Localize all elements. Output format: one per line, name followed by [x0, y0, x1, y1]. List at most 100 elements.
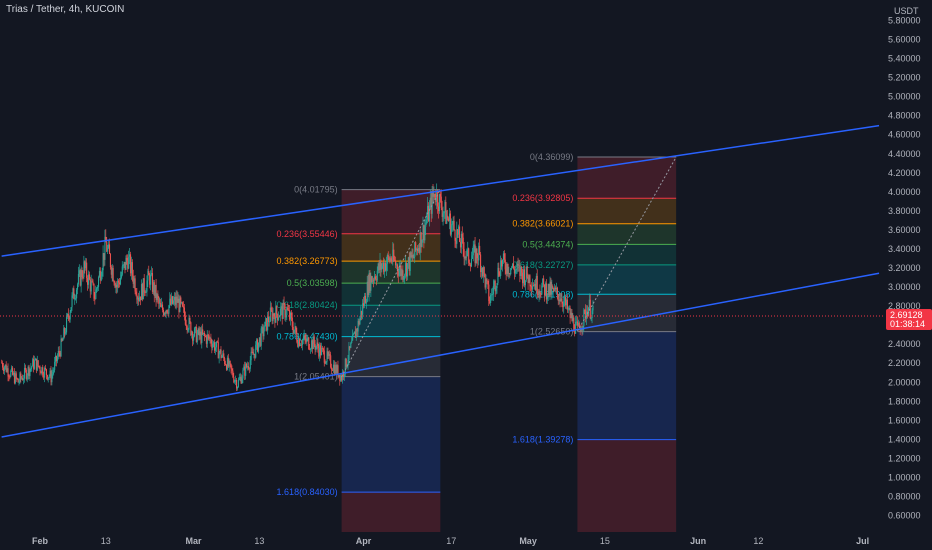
candle-body: [119, 282, 121, 285]
candle-body: [548, 283, 550, 296]
candle-body: [230, 363, 232, 370]
candle-body: [46, 374, 48, 380]
candle-body: [227, 357, 229, 367]
candle-body: [480, 254, 482, 273]
candle-body: [126, 257, 128, 261]
candle-body: [393, 249, 395, 260]
candle-body: [245, 363, 247, 376]
candle-body: [261, 327, 263, 329]
candle-body: [554, 287, 557, 290]
candle-body: [547, 283, 549, 296]
candle-body: [269, 307, 271, 322]
candle-body: [141, 284, 143, 300]
candle-body: [396, 264, 398, 271]
candle-body: [488, 284, 490, 302]
candle-body: [218, 352, 220, 359]
candle-body: [564, 296, 566, 302]
candle-body: [31, 366, 33, 368]
candle-body: [270, 307, 272, 311]
candle-body: [105, 236, 107, 243]
candle-body: [21, 378, 23, 380]
candle-body: [500, 260, 502, 276]
candle-body: [156, 294, 158, 301]
candle-body: [276, 306, 278, 314]
candle-body: [222, 353, 224, 357]
candle-body: [375, 279, 377, 281]
candle-body: [580, 329, 582, 332]
candle-body: [2, 362, 4, 368]
candle-body: [546, 295, 548, 300]
candle-body: [498, 267, 500, 276]
time-tick-label: 17: [446, 536, 456, 546]
candle-body: [268, 316, 270, 323]
candle-body: [517, 263, 519, 266]
candle-body: [423, 225, 425, 241]
candle-body: [164, 313, 166, 314]
candle-body: [14, 373, 16, 384]
price-tick-label: 3.80000: [888, 206, 921, 216]
candle-body: [535, 275, 537, 291]
candle-body: [22, 378, 24, 381]
candle-body: [378, 263, 380, 271]
candle-body: [78, 270, 80, 274]
candle-body: [145, 291, 147, 293]
candle-body: [282, 302, 284, 319]
candle-body: [322, 348, 324, 351]
candle-body: [485, 279, 487, 288]
candle-body: [421, 240, 423, 247]
candle-body: [121, 266, 123, 275]
time-tick-label: 13: [101, 536, 111, 546]
price-axis-bg: [884, 0, 932, 550]
candle-body: [210, 337, 212, 344]
candle-body: [295, 326, 297, 333]
candle-body: [493, 280, 495, 286]
candle-body: [420, 232, 422, 247]
candle-body: [497, 267, 499, 284]
candle-body: [197, 328, 199, 334]
candle-body: [215, 341, 218, 348]
candle-body: [417, 248, 419, 252]
candle-body: [573, 317, 575, 331]
candle-body: [388, 257, 390, 262]
candle-body: [345, 358, 347, 368]
candle-body: [169, 298, 171, 306]
candle-body: [399, 265, 401, 270]
fib-zone: [577, 294, 677, 332]
candle-body: [131, 262, 133, 276]
candle-body: [62, 339, 64, 341]
fib-zone: [577, 264, 677, 295]
candle-body: [465, 256, 467, 258]
candle-body: [188, 317, 190, 330]
candle-body: [467, 248, 469, 250]
candle-body: [331, 367, 333, 370]
candle-body: [464, 256, 466, 259]
candle-body: [143, 278, 145, 293]
candle-body: [449, 213, 451, 235]
candle-body: [48, 376, 50, 378]
candle-body: [502, 253, 504, 260]
candle-body: [12, 367, 14, 375]
candle-body: [321, 347, 323, 355]
candle-body: [323, 350, 325, 363]
candle-body: [452, 220, 454, 224]
candle-body: [450, 225, 452, 235]
candle-body: [263, 331, 265, 337]
candle-body: [361, 310, 363, 315]
time-tick-label: 15: [600, 536, 610, 546]
candle-body: [40, 371, 42, 374]
candle-body: [97, 277, 100, 287]
candle-body: [187, 329, 189, 331]
fib-level-label: 0.236(3.55446): [277, 229, 338, 239]
candle-body: [201, 329, 203, 343]
candle-body: [38, 365, 40, 367]
candle-body: [563, 301, 565, 308]
candle-body: [173, 296, 175, 301]
candle-body: [505, 269, 507, 274]
candle-body: [504, 259, 506, 270]
candle-body: [413, 256, 415, 259]
candle-body: [524, 280, 526, 286]
candle-body: [565, 296, 567, 306]
currency-label: USDT: [894, 6, 919, 16]
